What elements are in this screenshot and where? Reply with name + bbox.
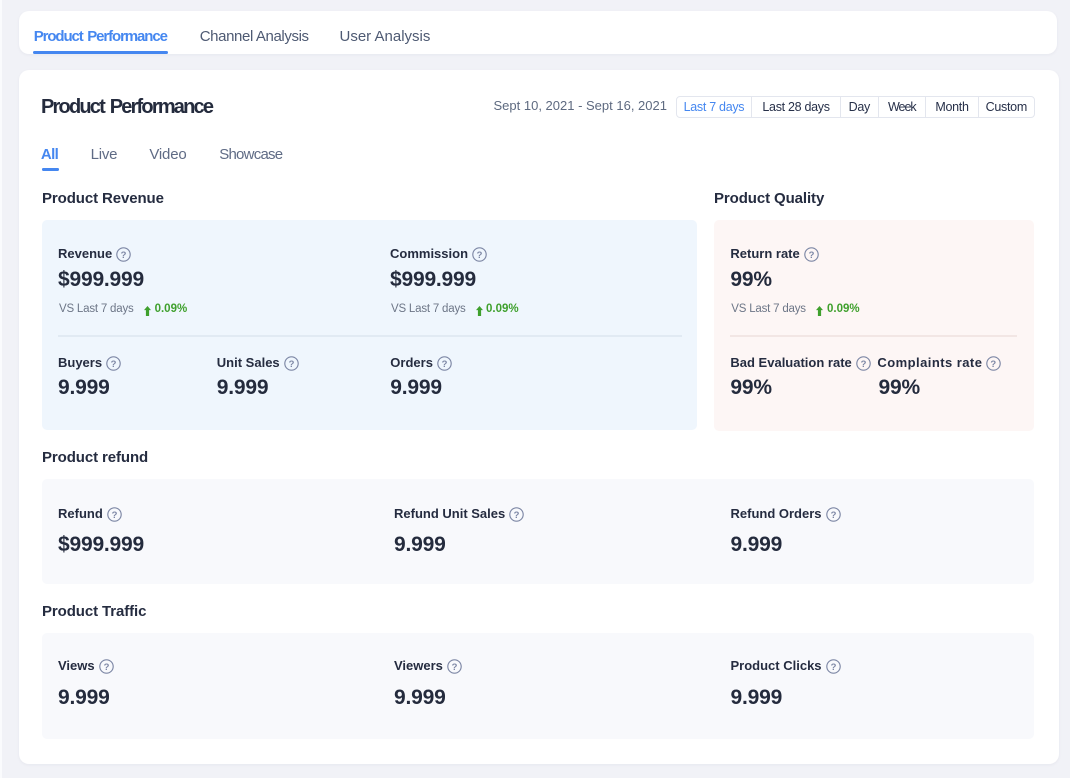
svg-text:?: ?: [288, 359, 294, 370]
svg-text:?: ?: [121, 250, 127, 261]
svg-text:?: ?: [830, 510, 836, 521]
svg-text:?: ?: [103, 662, 109, 673]
svg-text:?: ?: [991, 359, 997, 370]
svg-text:?: ?: [860, 359, 866, 370]
svg-text:?: ?: [830, 662, 836, 673]
svg-text:?: ?: [111, 510, 117, 521]
svg-text:?: ?: [442, 359, 448, 370]
svg-text:?: ?: [477, 250, 483, 261]
svg-text:?: ?: [808, 250, 814, 261]
svg-text:?: ?: [452, 662, 458, 673]
svg-text:?: ?: [111, 359, 117, 370]
svg-text:?: ?: [514, 510, 520, 521]
